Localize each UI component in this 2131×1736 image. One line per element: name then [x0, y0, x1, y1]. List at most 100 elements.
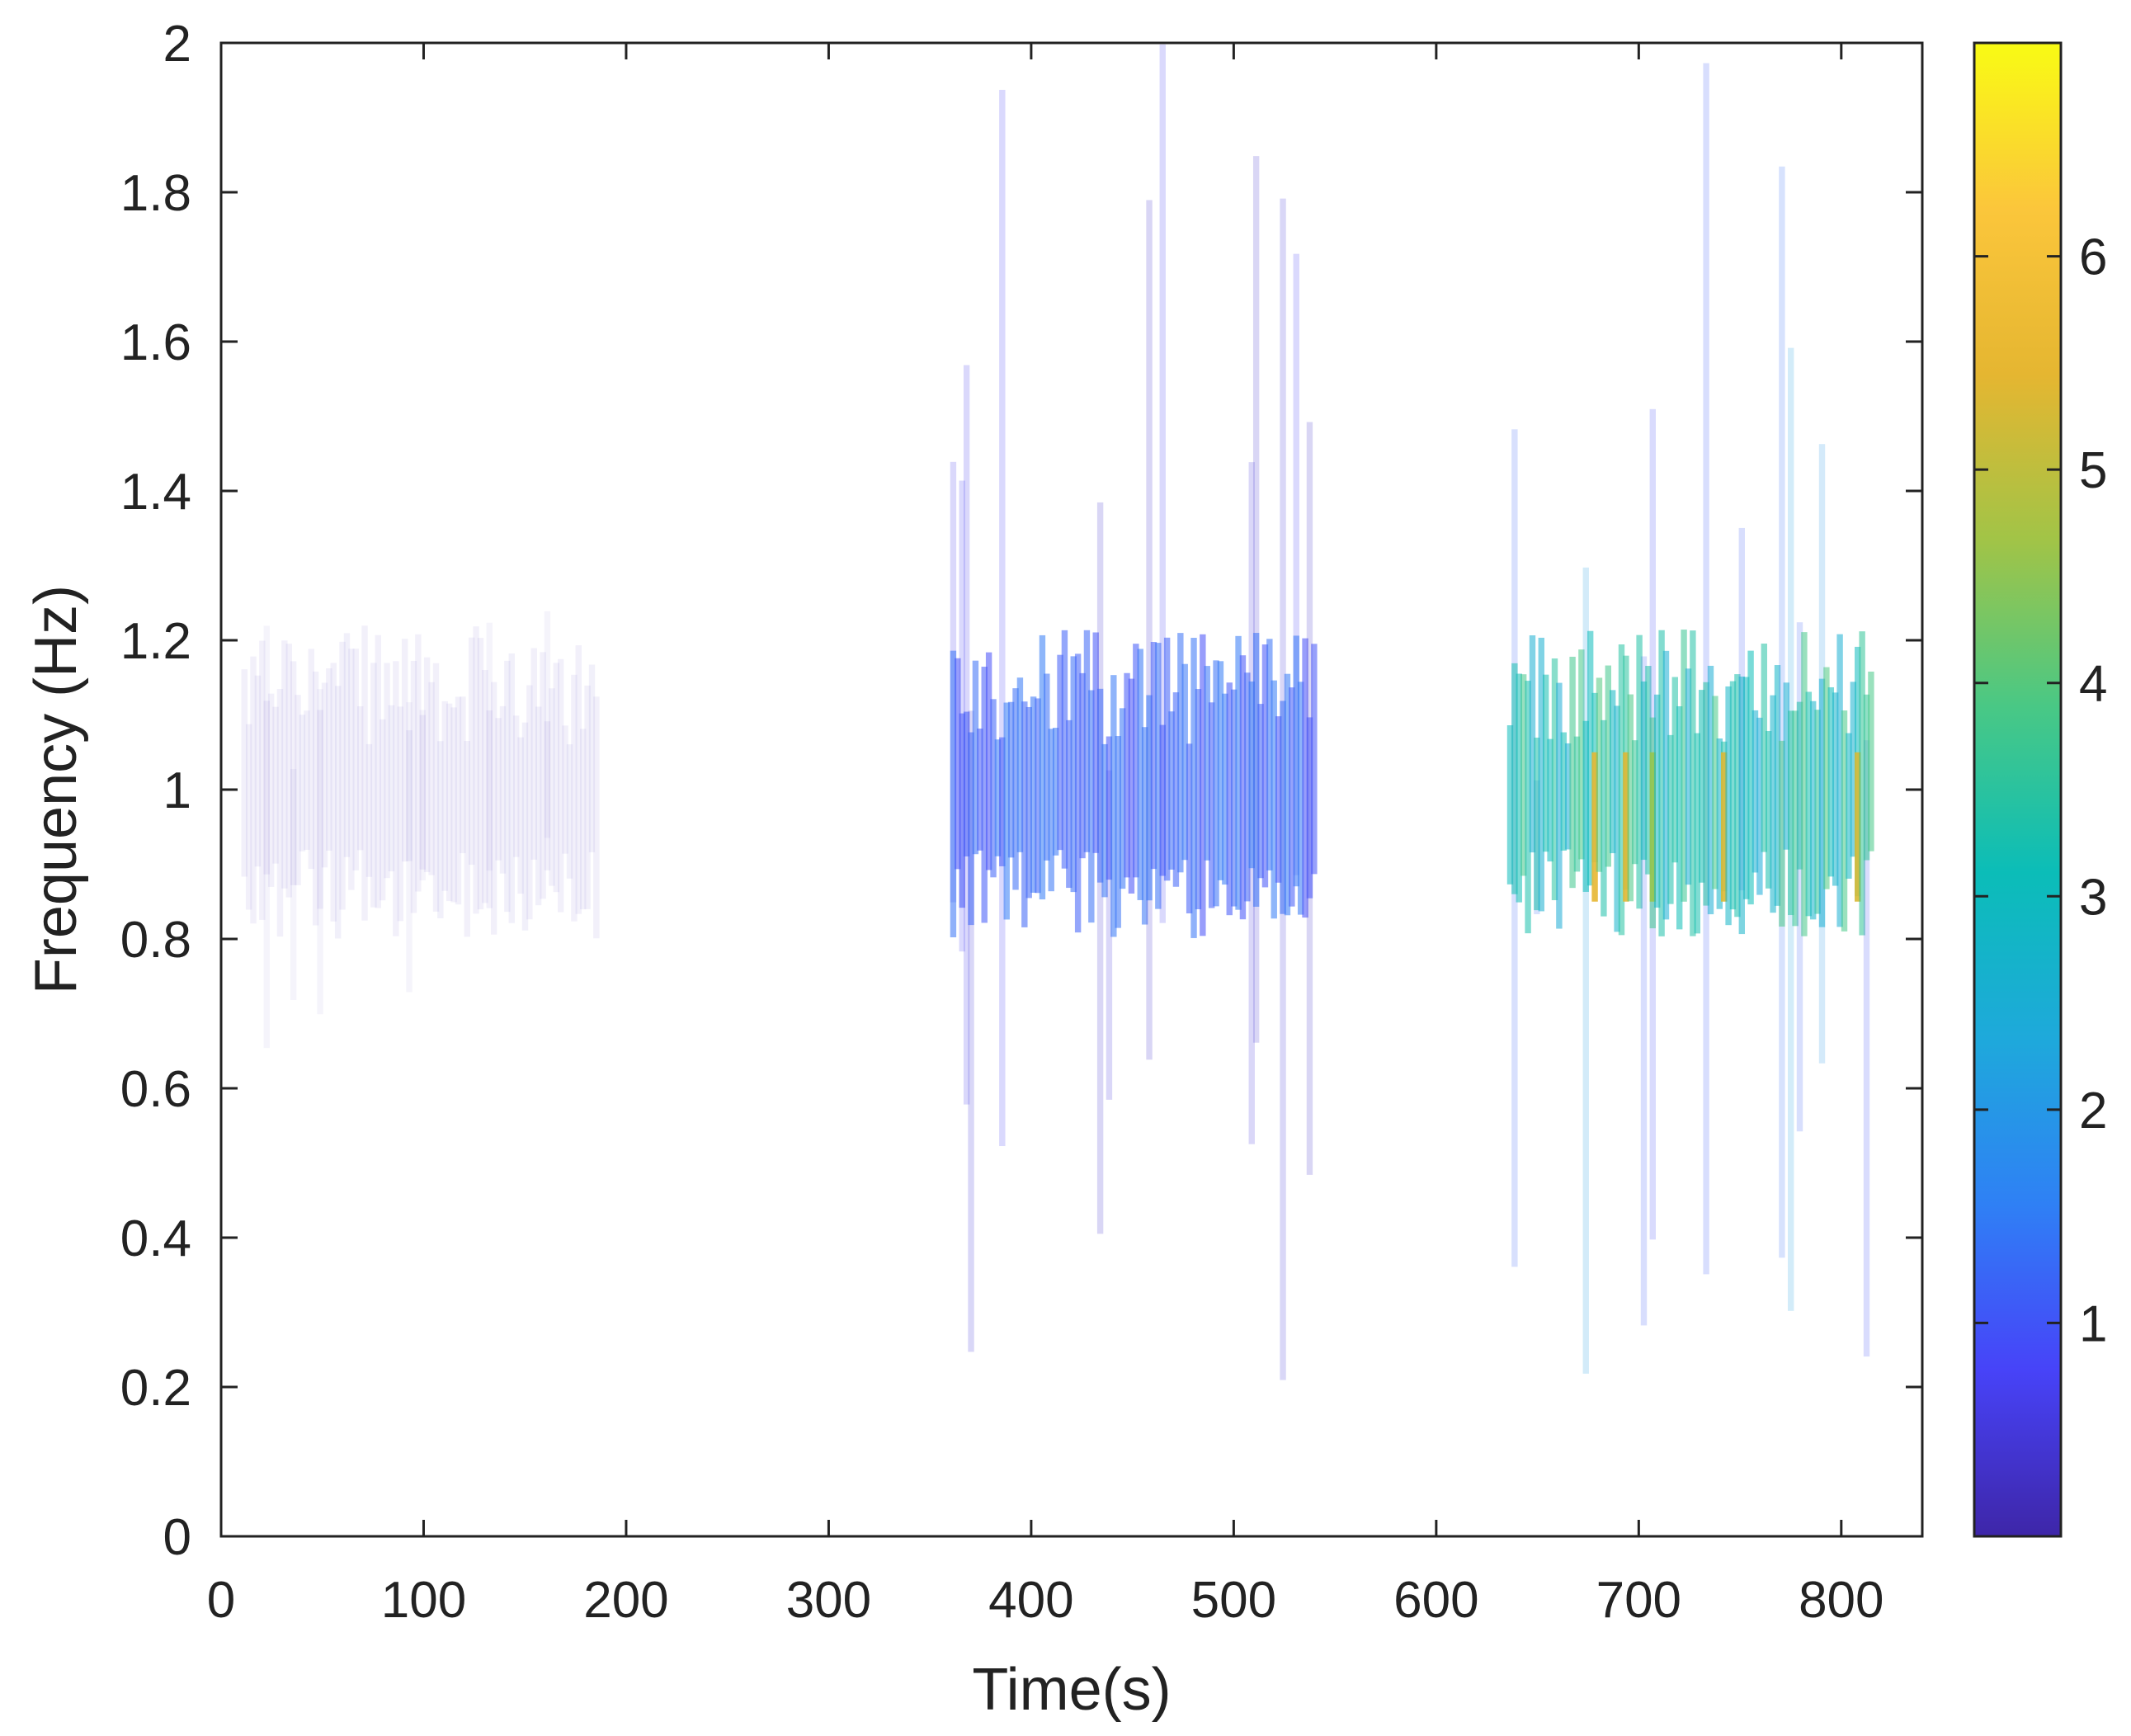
spectrogram-band [250, 656, 257, 924]
spectrogram-band [1275, 716, 1282, 883]
spectrogram-band [1601, 719, 1607, 917]
y-tick-label: 0.6 [120, 1061, 191, 1118]
spectrogram-band [959, 713, 965, 908]
spectrogram-band [1645, 666, 1652, 875]
spectrogram-band [455, 696, 462, 905]
spectrogram-band [512, 715, 520, 857]
spectrogram-band [1222, 693, 1228, 885]
y-tick-label: 1.2 [120, 613, 191, 670]
spectrogram-band [1204, 666, 1210, 861]
spectrogram-streak [419, 710, 426, 880]
spectrogram-band [1012, 688, 1019, 890]
spectrogram-band [526, 685, 533, 920]
spectrogram-band [1534, 737, 1540, 911]
spectrogram-band [1788, 710, 1794, 916]
spectrogram-band [317, 710, 323, 909]
spectrogram-band [544, 721, 551, 870]
spectrogram-band [1859, 631, 1865, 936]
spectrogram-band [1747, 650, 1754, 905]
x-tick-label: 500 [1191, 1572, 1276, 1629]
spectrogram-band [330, 663, 337, 922]
spectrogram-band [1796, 701, 1803, 870]
spectrogram-band [348, 649, 355, 890]
spectrogram-band [1092, 632, 1099, 853]
spectrogram-band [1293, 635, 1299, 887]
spectrogram-band [950, 650, 957, 937]
spectrogram-band [1057, 654, 1063, 851]
spectrogram-streak [486, 622, 493, 871]
spectrogram-band [1208, 702, 1215, 908]
spectrogram-band [308, 649, 314, 870]
spectrogram-band [1190, 638, 1197, 938]
spectrogram-band [575, 645, 582, 914]
spectrogram-band [370, 663, 377, 908]
spectrogram-band [401, 639, 408, 862]
spectrogram-band [1302, 638, 1308, 918]
spectrogram-band [1079, 672, 1086, 859]
spectrogram-streak [1252, 156, 1260, 1043]
spectrogram-band [339, 641, 346, 910]
spectrogram-band [460, 696, 466, 854]
spectrogram-band [495, 718, 502, 861]
spectrogram-band [990, 699, 997, 878]
spectrogram-band [1596, 677, 1603, 872]
spectrogram-band [535, 706, 542, 906]
spectrogram-band [1106, 736, 1113, 880]
spectrogram-spike [1720, 752, 1728, 902]
spectrogram-band [1560, 732, 1567, 851]
colorbar-tick-label: 1 [2079, 1295, 2107, 1352]
spectrogram-band [1044, 673, 1050, 861]
spectrogram-band [1213, 660, 1219, 907]
spectrogram-band [1734, 674, 1741, 918]
spectrogram-band [1725, 686, 1732, 926]
spectrogram-band [1096, 688, 1104, 883]
spectrogram-band [1150, 642, 1157, 870]
spectrogram-band [423, 657, 431, 872]
y-axis-title: Frequency (Hz) [23, 585, 89, 994]
spectrogram-band [375, 634, 381, 908]
spectrogram-band [521, 722, 529, 931]
spectrogram-band [963, 711, 970, 857]
spectrogram-band [1703, 682, 1709, 906]
spectrogram-band [549, 688, 555, 886]
spectrogram-band [1756, 717, 1763, 895]
spectrogram-band [1244, 672, 1251, 902]
y-tick-label: 1.4 [120, 464, 191, 521]
spectrogram-band [1832, 692, 1839, 886]
spectrogram-band [241, 669, 248, 877]
spectrogram-band [1070, 656, 1077, 893]
spectrogram-band [379, 719, 386, 901]
spectrogram-band [1542, 674, 1549, 852]
spectrogram-streak [290, 768, 297, 1001]
spectrogram-band [406, 730, 413, 861]
x-tick-label: 700 [1596, 1572, 1681, 1629]
spectrogram-band [1814, 710, 1821, 914]
spectrogram-streak [999, 89, 1006, 1147]
spectrogram-spike [1623, 752, 1629, 902]
spectrogram-streak [1106, 770, 1113, 1100]
spectrogram-band [562, 725, 568, 854]
spectrogram-band [473, 626, 479, 914]
spectrogram-band [985, 652, 992, 870]
spectrogram-spike [1591, 752, 1598, 902]
spectrogram-streak [968, 710, 974, 1352]
spectrogram-band [428, 682, 435, 875]
spectrogram-streak [1146, 200, 1153, 1060]
x-tick-label: 0 [207, 1572, 235, 1629]
spectrogram-band [1289, 687, 1295, 907]
spectrogram-band [1556, 682, 1563, 929]
spectrogram-band [1172, 692, 1180, 887]
spectrogram-band [1636, 634, 1643, 909]
spectrogram-band [388, 705, 395, 872]
spectrogram-band [334, 686, 342, 939]
spectrogram-band [1003, 702, 1010, 920]
spectrogram-band [1074, 653, 1082, 933]
spectrogram-band [1716, 738, 1723, 909]
y-tick-label: 0 [163, 1509, 191, 1566]
spectrogram-band [1217, 661, 1224, 880]
spectrogram-band [1025, 706, 1032, 899]
spectrogram-streak [406, 702, 413, 993]
spectrogram-band [393, 661, 399, 936]
spectrogram-band [1016, 677, 1024, 852]
